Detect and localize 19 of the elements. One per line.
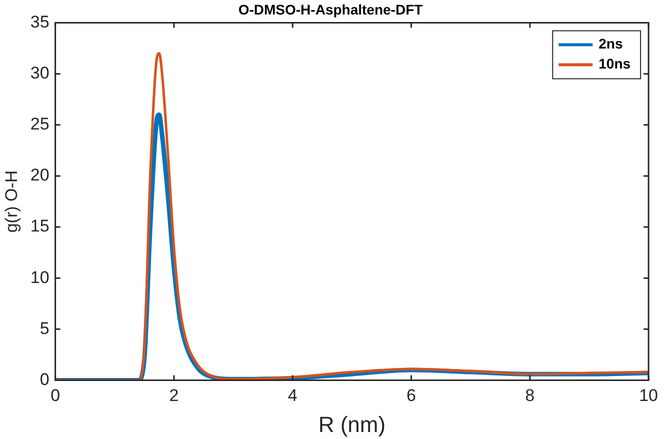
y-tick-label: 20 — [30, 166, 50, 185]
y-tick-label: 35 — [30, 12, 50, 32]
x-tick-label: 2 — [169, 386, 179, 406]
y-tick-label: 30 — [30, 64, 50, 83]
x-axis-title: R (nm) — [318, 412, 386, 437]
y-tick-label: 0 — [40, 370, 50, 389]
y-tick-label: 10 — [30, 268, 50, 287]
x-tick-label: 6 — [406, 386, 416, 406]
chart-title: O-DMSO-H-Asphaltene-DFT — [238, 1, 424, 18]
x-tick-label: 4 — [288, 386, 298, 406]
legend-label: 2ns — [598, 36, 623, 52]
y-tick-label: 5 — [40, 318, 50, 338]
y-axis-title: g(r) O-H — [2, 170, 21, 233]
y-tick-label: 15 — [30, 216, 50, 236]
legend-label: 10ns — [598, 56, 631, 72]
y-tick-label: 25 — [30, 114, 50, 134]
x-tick-label: 8 — [525, 386, 535, 406]
line-series — [55, 52, 649, 380]
x-tick-label: 10 — [639, 386, 658, 406]
